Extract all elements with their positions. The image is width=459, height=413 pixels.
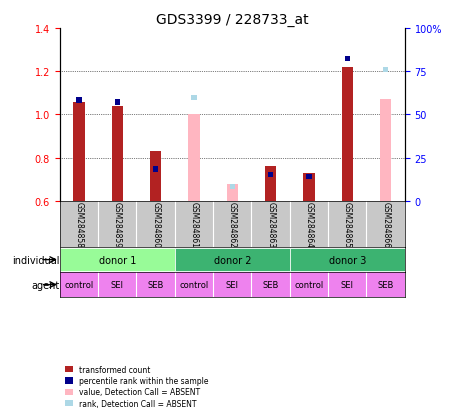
Bar — [150, 152, 161, 202]
Text: GSM284864: GSM284864 — [304, 202, 313, 247]
Text: GSM284859: GSM284859 — [112, 202, 122, 247]
Bar — [76, 98, 82, 103]
Text: SEB: SEB — [377, 280, 393, 290]
Bar — [229, 184, 235, 190]
Bar — [379, 100, 391, 202]
Bar — [112, 107, 123, 202]
Text: GSM284866: GSM284866 — [381, 202, 389, 247]
Bar — [191, 96, 196, 101]
FancyBboxPatch shape — [289, 249, 404, 271]
FancyBboxPatch shape — [60, 249, 174, 271]
Bar — [114, 100, 120, 105]
Text: GSM284858: GSM284858 — [74, 202, 83, 247]
Text: GSM284863: GSM284863 — [266, 202, 274, 247]
Text: SEI: SEI — [225, 280, 238, 290]
Bar — [226, 184, 238, 202]
Text: donor 2: donor 2 — [213, 255, 251, 265]
Text: GSM284861: GSM284861 — [189, 202, 198, 247]
Bar — [341, 68, 353, 202]
Text: SEB: SEB — [147, 280, 163, 290]
Text: control: control — [294, 280, 323, 290]
Bar — [267, 172, 273, 178]
Text: GSM284862: GSM284862 — [227, 202, 236, 247]
Text: donor 3: donor 3 — [328, 255, 365, 265]
Bar — [73, 102, 84, 202]
Text: agent: agent — [32, 280, 60, 290]
Text: individual: individual — [12, 255, 60, 265]
FancyBboxPatch shape — [174, 249, 289, 271]
Text: SEB: SEB — [262, 280, 278, 290]
Bar — [264, 167, 276, 202]
Bar — [306, 175, 311, 180]
Bar — [302, 173, 314, 202]
Legend: transformed count, percentile rank within the sample, value, Detection Call = AB: transformed count, percentile rank withi… — [63, 363, 209, 409]
Title: GDS3399 / 228733_at: GDS3399 / 228733_at — [156, 12, 308, 26]
Text: SEI: SEI — [111, 280, 123, 290]
Text: GSM284860: GSM284860 — [151, 202, 160, 247]
Bar — [382, 68, 387, 73]
Text: donor 1: donor 1 — [98, 255, 136, 265]
Bar — [152, 167, 158, 172]
Text: control: control — [179, 280, 208, 290]
Bar — [344, 57, 349, 62]
Text: control: control — [64, 280, 93, 290]
Bar — [188, 115, 199, 202]
Text: GSM284865: GSM284865 — [342, 202, 351, 247]
Text: SEI: SEI — [340, 280, 353, 290]
